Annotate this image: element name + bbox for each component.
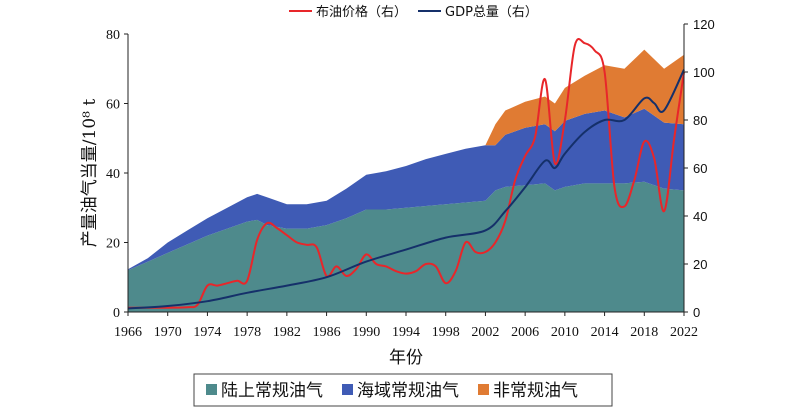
- legend-swatch-unconventional: [478, 384, 489, 395]
- left-y-tick-label: 40: [106, 167, 120, 182]
- area-0: [128, 181, 684, 312]
- left-y-tick-label: 20: [106, 237, 120, 252]
- x-tick-label: 1974: [193, 325, 221, 340]
- x-tick-label: 1990: [352, 325, 380, 340]
- right-y-tick-label: 60: [693, 161, 707, 176]
- x-ticks: 1966 1970 1974 1978 1982 1986 1990 1994 1998 2002…: [114, 312, 698, 340]
- right-y-ticks: 0 20 40 60 80 100 120: [684, 17, 715, 320]
- right-y-tick-label: 40: [693, 209, 707, 224]
- x-tick-label: 2014: [591, 325, 619, 340]
- left-y-tick-label: 80: [106, 28, 120, 43]
- legend-label-unconventional: 非常规油气: [493, 381, 578, 401]
- brent-price-line: [127, 38, 685, 309]
- x-tick-label: 1998: [432, 325, 460, 340]
- x-tick-label: 2002: [471, 325, 499, 340]
- x-tick-label: 2018: [630, 325, 658, 340]
- right-y-tick-label: 0: [693, 305, 700, 320]
- x-tick-label: 1966: [114, 325, 142, 340]
- legend-label-gdp: GDP总量（右）: [445, 5, 538, 20]
- legend-label-brent: 布油价格（右）: [316, 4, 407, 20]
- legend-label-offshore: 海域常规油气: [357, 381, 459, 401]
- right-y-tick-label: 20: [693, 257, 707, 272]
- legend-box: [193, 373, 613, 407]
- legend-swatch-offshore: [342, 384, 353, 395]
- x-tick-label: 2006: [511, 325, 539, 340]
- right-y-tick-label: 100: [693, 65, 715, 80]
- left-y-tick-label: 60: [106, 98, 120, 113]
- right-y-tick-label: 80: [693, 113, 707, 128]
- right-y-tick-label: 120: [693, 17, 715, 32]
- line-layer: [127, 38, 685, 310]
- left-y-ticks: 0 20 40 60 80: [106, 28, 128, 321]
- gdp-line: [127, 69, 685, 310]
- x-tick-label: 1994: [392, 325, 420, 340]
- area-layer: [128, 49, 684, 312]
- x-axis-title: 年份: [389, 348, 423, 368]
- area-1: [128, 108, 684, 271]
- legend-label-onshore: 陆上常规油气: [221, 381, 323, 401]
- x-tick-label: 1978: [233, 325, 261, 340]
- x-tick-label: 1970: [154, 325, 182, 340]
- y-axis-title: 产量油气当量/10⁸ t: [80, 99, 100, 248]
- top-legend: 布油价格（右） GDP总量（右）: [289, 4, 538, 20]
- left-y-tick-label: 0: [113, 306, 120, 321]
- area-2: [128, 49, 684, 270]
- x-tick-label: 1986: [313, 325, 341, 340]
- x-tick-label: 1982: [273, 325, 301, 340]
- legend-swatch-onshore: [206, 384, 217, 395]
- bottom-legend: 陆上常规油气 海域常规油气 非常规油气: [193, 373, 613, 407]
- x-tick-label: 2010: [551, 325, 579, 340]
- x-tick-label: 2022: [670, 325, 698, 340]
